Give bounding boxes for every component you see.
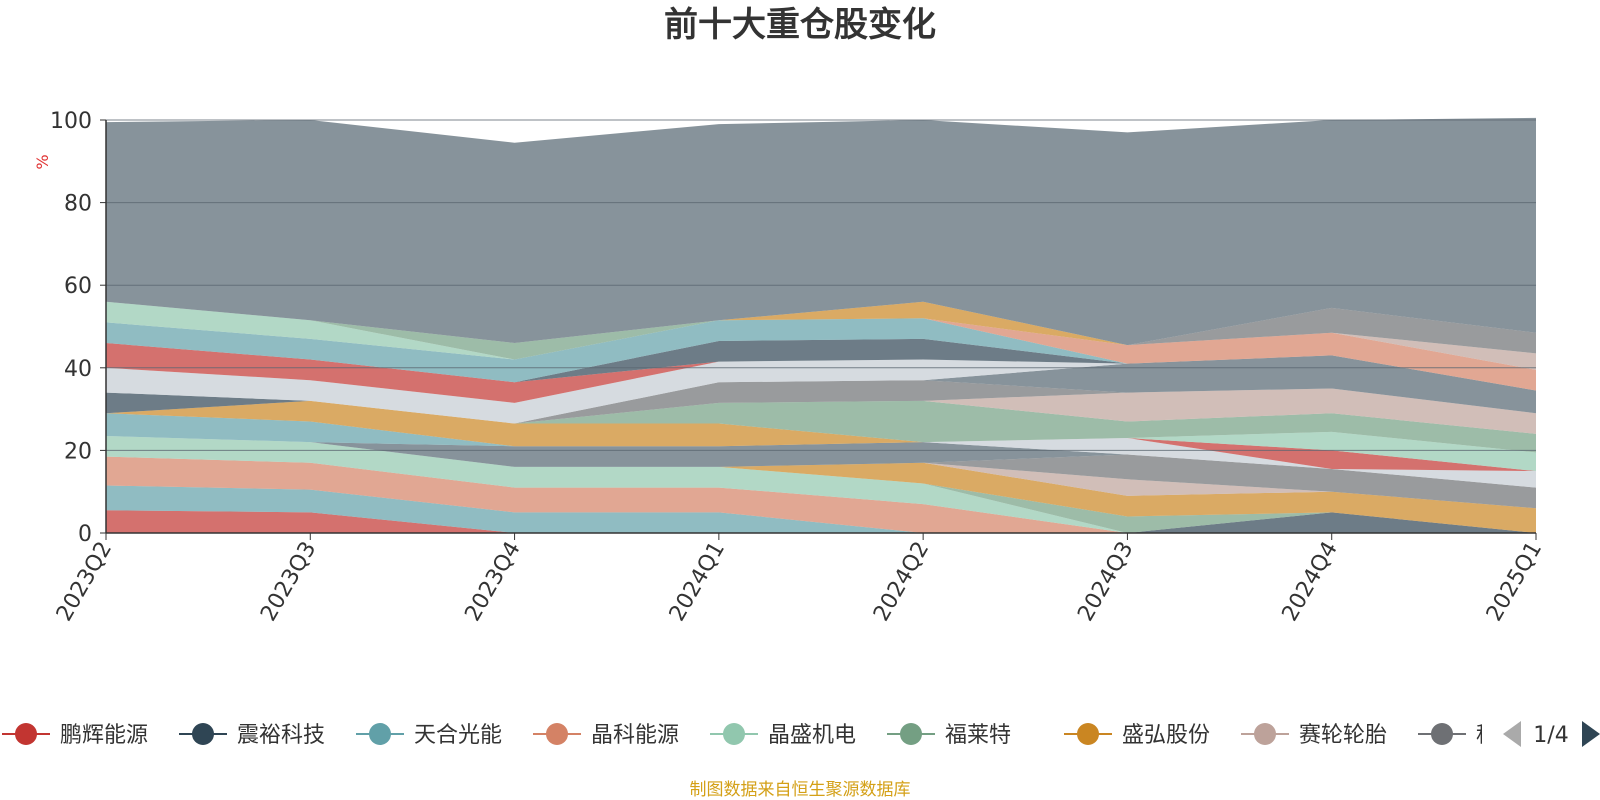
legend-label-4: 晶盛机电 [768, 723, 856, 748]
legend-item-8[interactable]: 科 [1418, 723, 1498, 748]
legend[interactable]: 鹏辉能源 震裕科技 天合光能 晶科能源 晶盛机电 福莱特 盛弘股份 赛轮轮胎 科 1/4 [2, 721, 1600, 748]
area-series-20 [106, 355, 1536, 424]
legend-page-indicator: 1/4 [1533, 723, 1568, 748]
x-tick-label-2025Q1: 2025Q1 [1482, 538, 1547, 626]
x-tick-label-2024Q3: 2024Q3 [1073, 538, 1138, 626]
area-series-6 [106, 435, 1536, 533]
legend-label-2: 天合光能 [414, 723, 502, 748]
area-series-25 [106, 301, 1536, 370]
area-series-group [106, 117, 1536, 533]
y-tick-label-60: 60 [64, 274, 92, 299]
data-source-note: 制图数据来自恒生聚源数据库 [690, 780, 911, 800]
y-tick-label-0: 0 [78, 522, 92, 547]
x-tick-label-2023Q3: 2023Q3 [256, 538, 321, 626]
area-series-19 [106, 355, 1536, 424]
area-series-3 [106, 456, 1536, 533]
area-series-10 [106, 435, 1536, 488]
y-tick-label-20: 20 [64, 439, 92, 464]
y-tick-label-40: 40 [64, 357, 92, 382]
x-tick-label-2023Q2: 2023Q2 [52, 538, 117, 626]
legend-marker-0 [15, 723, 37, 745]
area-series-13 [106, 413, 1536, 453]
legend-next-page-icon[interactable] [1582, 721, 1600, 747]
area-series-27 [106, 301, 1536, 370]
legend-label-1: 震裕科技 [237, 723, 325, 748]
area-series-15 [106, 400, 1536, 453]
legend-item-5[interactable]: 福莱特 [887, 723, 1011, 748]
legend-item-2[interactable]: 天合光能 [356, 723, 502, 748]
legend-item-7[interactable]: 赛轮轮胎 [1241, 723, 1387, 748]
area-series-24 [106, 318, 1536, 391]
area-series-23 [106, 318, 1536, 391]
legend-items[interactable]: 鹏辉能源 震裕科技 天合光能 晶科能源 晶盛机电 福莱特 盛弘股份 赛轮轮胎 科 [2, 723, 1498, 748]
legend-item-6[interactable]: 盛弘股份 [1064, 723, 1210, 748]
legend-label-0: 鹏辉能源 [60, 723, 148, 748]
legend-marker-4 [723, 723, 745, 745]
legend-marker-5 [900, 723, 922, 745]
area-series-17 [106, 380, 1536, 424]
legend-marker-3 [546, 723, 568, 745]
area-series-9 [106, 435, 1536, 488]
area-series-29 [106, 301, 1536, 354]
x-tick-label-2024Q1: 2024Q1 [665, 538, 730, 626]
x-tick-label-2024Q4: 2024Q4 [1278, 538, 1343, 626]
area-series-22 [106, 338, 1536, 391]
x-tick-label-2023Q4: 2023Q4 [460, 538, 525, 626]
grid-lines [106, 119, 1536, 451]
area-series-14 [106, 400, 1536, 453]
legend-label-7: 赛轮轮胎 [1299, 723, 1387, 748]
y-axis-unit-label: % [33, 154, 52, 169]
legend-item-3[interactable]: 晶科能源 [533, 723, 679, 748]
area-series-21 [106, 343, 1536, 403]
legend-prev-page-icon[interactable] [1503, 721, 1521, 747]
area-series-30 [106, 117, 1536, 346]
legend-marker-2 [369, 723, 391, 745]
area-series-1 [106, 510, 1536, 533]
y-tick-label-100: 100 [50, 109, 92, 134]
area-series-2 [106, 485, 1536, 533]
area-series-7 [106, 435, 1536, 509]
legend-item-4[interactable]: 晶盛机电 [710, 723, 856, 748]
area-series-4 [106, 435, 1536, 533]
legend-label-6: 盛弘股份 [1122, 723, 1210, 748]
area-series-0 [106, 510, 1536, 533]
legend-label-3: 晶科能源 [591, 723, 679, 748]
legend-item-1[interactable]: 震裕科技 [179, 723, 325, 748]
y-tick-label-80: 80 [64, 192, 92, 217]
legend-marker-8 [1431, 723, 1453, 745]
legend-marker-1 [192, 723, 214, 745]
chart-title: 前十大重仓股变化 [664, 5, 936, 45]
legend-item-0[interactable]: 鹏辉能源 [2, 723, 148, 748]
area-series-11 [106, 435, 1536, 472]
legend-marker-7 [1254, 723, 1276, 745]
area-series-8 [106, 435, 1536, 509]
legend-label-8: 科 [1476, 723, 1498, 748]
area-series-16 [106, 388, 1536, 434]
x-tick-label-2024Q2: 2024Q2 [869, 538, 934, 626]
legend-label-5: 福莱特 [945, 723, 1011, 748]
legend-marker-6 [1077, 723, 1099, 745]
area-series-26 [106, 301, 1536, 370]
